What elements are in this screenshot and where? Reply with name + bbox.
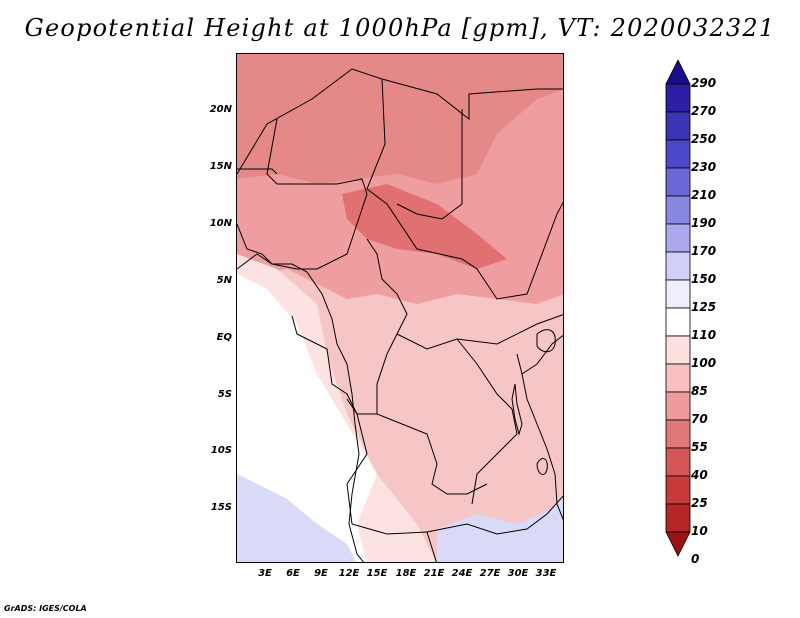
lon-label: 30E: [507, 568, 529, 579]
colorbar-swatch: [665, 111, 691, 141]
colorbar-tick-label: 40: [691, 468, 708, 482]
shading-negative-southeast: [437, 496, 563, 562]
colorbar-swatch: [665, 307, 691, 337]
colorbar-tick-label: 170: [691, 244, 717, 258]
colorbar-tick-label: 290: [691, 76, 717, 90]
colorbar-tick-label: 85: [691, 384, 708, 398]
colorbar-cap-bottom: [665, 531, 691, 557]
shading-negative-southwest: [237, 474, 356, 562]
colorbar-tick-label: 270: [691, 104, 717, 118]
shading-high-north: [237, 54, 563, 184]
lon-label: 15E: [366, 568, 388, 579]
lon-label: 21E: [423, 568, 445, 579]
colorbar-tick-label: 210: [691, 188, 717, 202]
shading-highest-center: [342, 184, 507, 269]
political-borders: [237, 68, 563, 562]
lon-label: 3E: [258, 568, 272, 579]
lat-label: 20N: [209, 104, 232, 115]
lat-label: EQ: [216, 332, 232, 343]
colorbar-swatch: [665, 167, 691, 197]
colorbar-tick-label: 230: [691, 160, 717, 174]
lon-label: 18E: [395, 568, 417, 579]
map-panel: [236, 53, 564, 563]
colorbar-swatch: [665, 503, 691, 533]
colorbar-swatch: [665, 419, 691, 449]
map-title: Geopotential Height at 1000hPa [gpm], VT…: [24, 14, 776, 42]
lon-label: 33E: [535, 568, 557, 579]
colorbar-swatch: [665, 195, 691, 225]
lat-label: 5N: [216, 275, 232, 286]
lon-label: 9E: [314, 568, 328, 579]
lat-label: 10N: [209, 218, 232, 229]
colorbar-tick-label: 110: [691, 328, 717, 342]
colorbar-swatch: [665, 475, 691, 505]
colorbar-tick-label: 150: [691, 272, 717, 286]
colorbar-tick-label: 10: [691, 524, 708, 538]
lon-label: 27E: [479, 568, 501, 579]
colorbar-swatch: [665, 83, 691, 113]
lat-label: 15S: [210, 502, 232, 513]
credit-text: GrADS: IGES/COLA: [4, 604, 87, 613]
colorbar-tick-label: 250: [691, 132, 717, 146]
colorbar-cap-top: [665, 60, 691, 85]
geopotential-map: [237, 54, 563, 562]
lat-label: 5S: [217, 389, 232, 400]
lat-label: 10S: [210, 445, 232, 456]
coastline: [237, 223, 365, 562]
lon-label: 6E: [286, 568, 300, 579]
colorbar-tick-label: 125: [691, 300, 717, 314]
colorbar-swatch: [665, 335, 691, 365]
colorbar-tick-label: 0: [691, 552, 700, 566]
colorbar-swatch: [665, 391, 691, 421]
lakes: [511, 329, 556, 475]
colorbar-tick-label: 190: [691, 216, 717, 230]
colorbar-swatch: [665, 139, 691, 169]
colorbar-swatch: [665, 447, 691, 477]
colorbar-tick-label: 25: [691, 496, 708, 510]
lon-label: 24E: [451, 568, 473, 579]
shading-neutral-south: [237, 274, 377, 562]
colorbar: [665, 60, 691, 557]
colorbar-tick-label: 70: [691, 412, 708, 426]
colorbar-swatch: [665, 363, 691, 393]
colorbar-swatch: [665, 279, 691, 309]
lon-label: 12E: [338, 568, 360, 579]
colorbar-swatch: [665, 251, 691, 281]
colorbar-swatch: [665, 223, 691, 253]
colorbar-tick-label: 100: [691, 356, 717, 370]
lat-label: 15N: [209, 161, 232, 172]
colorbar-tick-label: 55: [691, 440, 708, 454]
